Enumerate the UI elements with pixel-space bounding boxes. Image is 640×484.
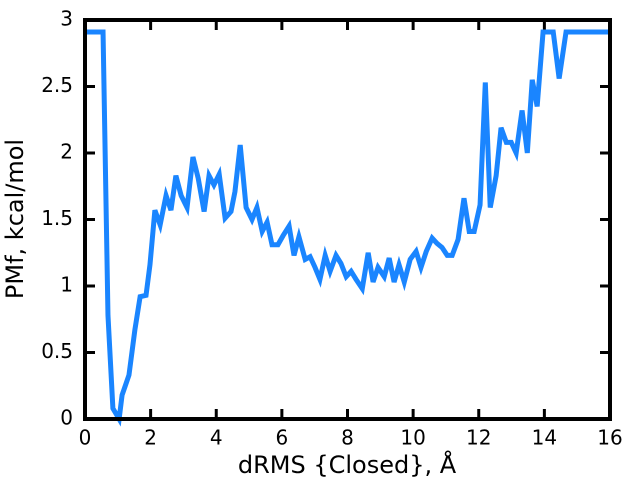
x-tick-label: 6 bbox=[276, 426, 289, 450]
y-tick-label: 1 bbox=[60, 273, 73, 297]
y-tick-label: 3 bbox=[60, 7, 73, 31]
x-tick-label: 14 bbox=[532, 426, 557, 450]
plot-frame bbox=[83, 18, 612, 421]
x-tick-label: 12 bbox=[466, 426, 491, 450]
y-tick-label: 2.5 bbox=[41, 73, 73, 97]
y-axis-label: PMf, kcal/mol bbox=[1, 139, 29, 299]
x-axis-label: dRMS {Closed}, Å bbox=[238, 450, 457, 479]
x-tick-label: 10 bbox=[400, 426, 425, 450]
x-tick-label: 16 bbox=[597, 426, 622, 450]
x-tick-label: 4 bbox=[210, 426, 223, 450]
y-tick-label: 2 bbox=[60, 140, 73, 164]
y-tick-label: 1.5 bbox=[41, 206, 73, 230]
x-tick-label: 2 bbox=[144, 426, 157, 450]
x-tick-label: 0 bbox=[79, 426, 92, 450]
x-tick-label: 8 bbox=[341, 426, 354, 450]
y-tick-label: 0 bbox=[60, 406, 73, 430]
y-tick-label: 0.5 bbox=[41, 339, 73, 363]
data-line bbox=[85, 29, 610, 427]
